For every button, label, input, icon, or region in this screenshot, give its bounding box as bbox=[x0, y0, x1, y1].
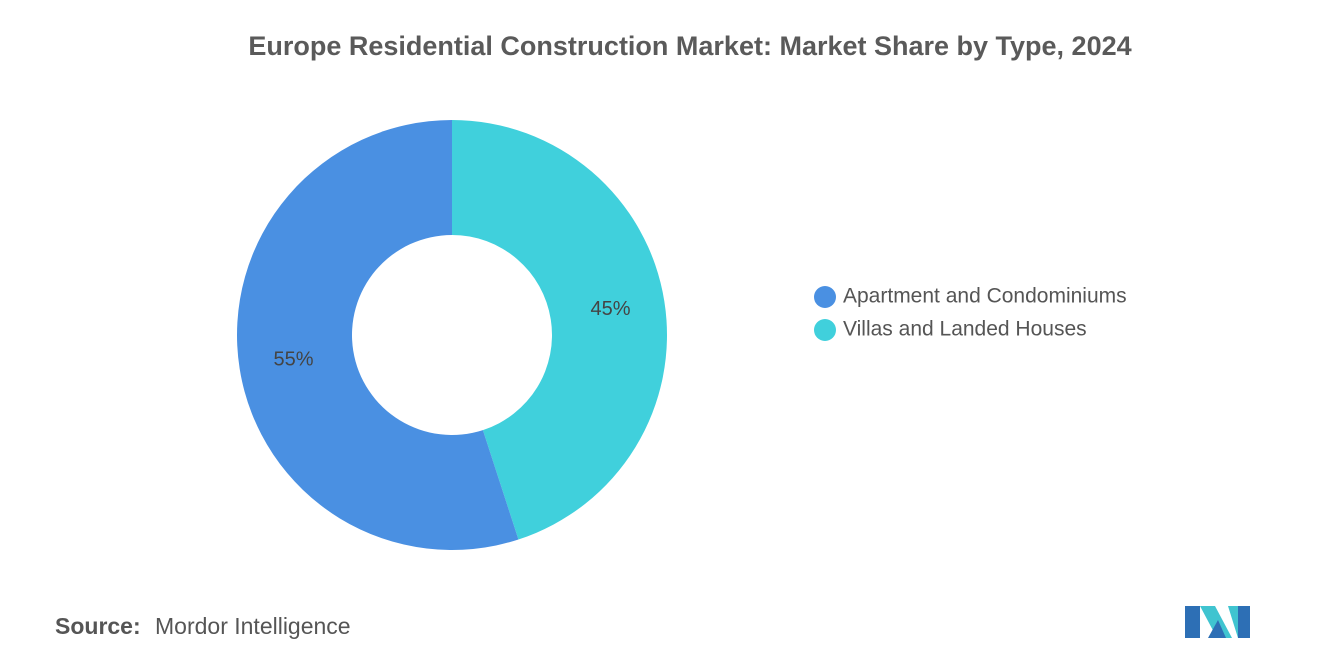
logo bbox=[1185, 606, 1250, 638]
legend-label: Apartment and Condominiums bbox=[843, 285, 1127, 308]
chart-title: Europe Residential Construction Market: … bbox=[248, 31, 1131, 61]
logo-shape bbox=[1185, 606, 1200, 638]
legend-swatch bbox=[814, 319, 836, 341]
logo-shape bbox=[1208, 620, 1226, 638]
pie-slice bbox=[236, 120, 519, 550]
logo-shape bbox=[1200, 606, 1232, 638]
legend: Apartment and Condominiums Villas and Lan… bbox=[814, 285, 1127, 341]
source-text: Mordor Intelligence bbox=[155, 613, 351, 639]
pie: 45% 55% bbox=[236, 120, 667, 550]
data-label: 55% bbox=[273, 348, 313, 370]
logo-shape bbox=[1228, 606, 1238, 638]
legend-swatch bbox=[814, 286, 836, 308]
data-label: 45% bbox=[591, 298, 631, 320]
logo-shape bbox=[1238, 606, 1250, 638]
source-label: Source: bbox=[55, 613, 141, 639]
pie-slice bbox=[452, 120, 667, 540]
legend-label: Villas and Landed Houses bbox=[843, 318, 1087, 341]
